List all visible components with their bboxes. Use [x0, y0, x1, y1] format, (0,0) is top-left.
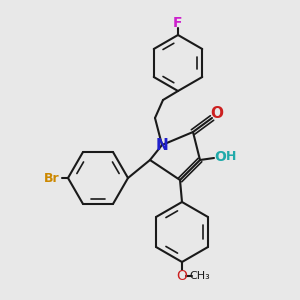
Text: O: O: [177, 269, 188, 283]
Text: F: F: [173, 16, 183, 30]
Text: N: N: [156, 137, 168, 152]
Text: H: H: [226, 151, 236, 164]
Text: Br: Br: [44, 172, 60, 184]
Text: O: O: [211, 106, 224, 121]
Text: O: O: [214, 150, 226, 164]
Text: CH₃: CH₃: [190, 271, 210, 281]
